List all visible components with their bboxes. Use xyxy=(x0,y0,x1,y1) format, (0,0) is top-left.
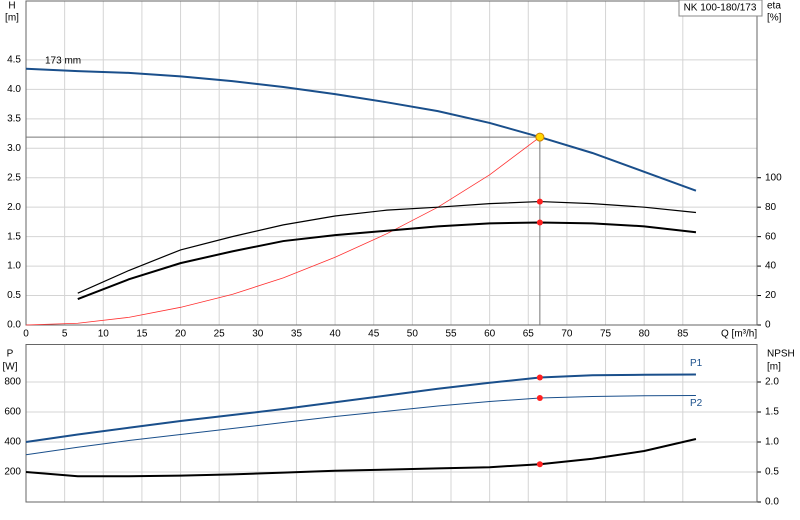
plot-frame xyxy=(25,344,758,503)
y2-tick-label: 80 xyxy=(765,202,777,213)
operating-dot xyxy=(536,395,543,402)
plot-frame xyxy=(25,0,758,326)
y-tick-label: 1.5 xyxy=(7,231,21,242)
series-line xyxy=(25,438,697,478)
x-tick-label: 15 xyxy=(136,329,148,340)
x-tick-label: 0 xyxy=(23,329,29,340)
y-axis-unit: [W] xyxy=(3,362,18,373)
y-tick-label: 600 xyxy=(4,407,21,418)
y2-tick-label: 0.5 xyxy=(765,467,779,478)
y-tick-label: 2.0 xyxy=(7,202,21,213)
x-tick-label: 10 xyxy=(98,329,110,340)
y2-axis-unit: [%] xyxy=(767,13,782,24)
y-axis-unit: [m] xyxy=(5,13,19,24)
y2-axis-label: NPSH xyxy=(767,349,795,360)
title-box xyxy=(678,0,763,17)
series-line xyxy=(77,221,697,301)
y-tick-label: 0.0 xyxy=(7,320,21,331)
y2-axis-unit: [m] xyxy=(767,362,781,373)
series-label: P2 xyxy=(690,398,703,409)
operating-dot xyxy=(536,374,543,381)
x-tick-label: 60 xyxy=(484,329,496,340)
y-tick-label: 4.0 xyxy=(7,84,21,95)
y-tick-label: 3.5 xyxy=(7,113,21,124)
series-line xyxy=(25,373,696,443)
x-tick-label: 35 xyxy=(291,329,303,340)
operating-dot xyxy=(536,461,543,468)
y-tick-label: 800 xyxy=(4,377,21,388)
x-tick-label: 5 xyxy=(62,329,68,340)
y2-tick-label: 0 xyxy=(765,320,771,331)
annotation: 173 mm xyxy=(45,56,81,67)
series-line xyxy=(77,200,697,294)
y2-tick-label: 20 xyxy=(765,290,777,301)
y2-tick-label: 100 xyxy=(765,172,782,183)
y2-tick-label: 40 xyxy=(765,261,777,272)
y2-tick-label: 60 xyxy=(765,231,777,242)
operating-point xyxy=(535,132,545,142)
x-tick-label: 20 xyxy=(175,329,187,340)
y-tick-label: 4.5 xyxy=(7,55,21,66)
series-line xyxy=(25,67,697,192)
y2-tick-label: 2.0 xyxy=(765,377,779,388)
y-axis-label: H xyxy=(8,1,15,12)
x-tick-label: 45 xyxy=(368,329,380,340)
x-tick-label: 50 xyxy=(407,329,419,340)
x-tick-label: 55 xyxy=(445,329,457,340)
operating-dot xyxy=(536,198,543,205)
x-tick-label: 65 xyxy=(523,329,535,340)
y2-axis-label: eta xyxy=(767,1,781,12)
y-tick-label: 2.5 xyxy=(7,172,21,183)
y2-tick-label: 1.5 xyxy=(765,407,779,418)
x-axis-label: Q [m³/h] xyxy=(721,329,757,340)
x-tick-label: 25 xyxy=(214,329,226,340)
x-tick-label: 30 xyxy=(252,329,264,340)
series-line xyxy=(25,395,696,456)
operating-dot xyxy=(536,219,543,226)
y-tick-label: 3.0 xyxy=(7,143,21,154)
x-tick-label: 85 xyxy=(677,329,689,340)
y-tick-label: 400 xyxy=(4,437,21,448)
y-tick-label: 1.0 xyxy=(7,261,21,272)
x-tick-label: 40 xyxy=(330,329,342,340)
y-axis-label: P xyxy=(7,349,14,360)
x-tick-label: 75 xyxy=(600,329,612,340)
y-tick-label: 0.5 xyxy=(7,290,21,301)
y2-tick-label: 1.0 xyxy=(765,437,779,448)
x-tick-label: 70 xyxy=(561,329,573,340)
series-line xyxy=(25,136,541,326)
chart-title: NK 100-180/173 xyxy=(684,3,757,14)
series-label: P1 xyxy=(690,358,703,369)
y-tick-label: 200 xyxy=(4,467,21,478)
y2-tick-label: 0.0 xyxy=(765,497,779,508)
x-tick-label: 80 xyxy=(639,329,651,340)
